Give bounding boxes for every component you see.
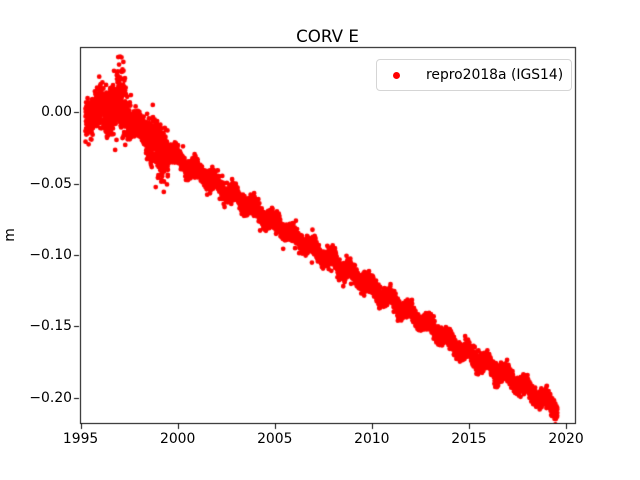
y-tick-label: 0.00 [41,104,72,121]
y-tick-label: −0.15 [29,318,72,335]
x-tick-label: 2020 [548,431,584,447]
x-tick-label: 2015 [451,431,487,447]
legend-entry-label: repro2018a (IGS14) [426,67,564,83]
x-tick-label: 2010 [354,431,390,447]
x-tick-label: 1995 [62,431,99,447]
y-tick-label: −0.05 [29,175,72,192]
x-tick-label: 2000 [159,431,196,447]
y-tick-label: −0.10 [29,247,72,263]
x-tick-label: 2005 [257,431,293,447]
legend-marker-dot [393,71,400,79]
legend: repro2018a (IGS14) [376,59,572,91]
y-tick-label: −0.20 [29,389,72,406]
chart-title: CORV E [296,26,359,46]
